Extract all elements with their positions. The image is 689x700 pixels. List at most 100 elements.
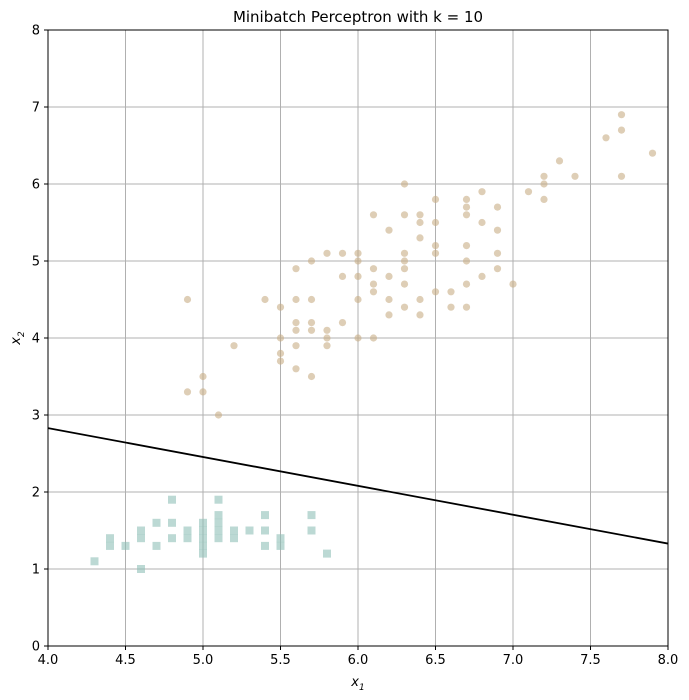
- class0-point: [276, 541, 285, 550]
- decision-boundary-line: [48, 427, 668, 545]
- class0-point: [307, 511, 316, 520]
- class1-point: [400, 280, 409, 288]
- class1-point: [416, 218, 424, 227]
- class0-point: [137, 565, 145, 573]
- class1-point: [431, 249, 440, 257]
- class1-point: [369, 288, 378, 296]
- y-axis-label: x2: [9, 331, 27, 346]
- chart-title: Minibatch Perceptron with k = 10: [233, 8, 483, 26]
- class1-point: [338, 249, 347, 257]
- class1-point: [416, 211, 424, 219]
- class1-point: [369, 265, 378, 273]
- class1-point: [478, 218, 486, 227]
- class0-point: [106, 534, 114, 543]
- class1-point: [400, 257, 409, 265]
- class0-point: [199, 549, 207, 558]
- class1-point: [555, 157, 564, 165]
- data-points: [90, 111, 657, 573]
- class1-point: [540, 195, 548, 203]
- class1-point: [416, 311, 424, 319]
- class1-point: [385, 311, 393, 319]
- class1-point: [307, 372, 316, 381]
- y-tick-label: 3: [32, 409, 40, 424]
- class1-point: [261, 295, 269, 304]
- y-tick-label: 5: [32, 255, 40, 270]
- class0-point: [323, 549, 331, 558]
- class0-point: [230, 534, 238, 543]
- class1-point: [369, 211, 378, 219]
- class1-point: [214, 411, 223, 419]
- class1-point: [230, 342, 238, 350]
- class1-point: [276, 334, 285, 342]
- class1-point: [400, 303, 409, 311]
- class0-point: [183, 534, 192, 543]
- y-tick-label: 7: [32, 101, 40, 116]
- class1-point: [493, 265, 502, 273]
- class1-point: [323, 326, 331, 334]
- class0-point: [199, 534, 207, 543]
- x-tick-label: 5.5: [270, 653, 291, 668]
- x-tick-label: 4.5: [115, 653, 136, 668]
- class1-point: [462, 242, 471, 250]
- class1-point: [276, 349, 285, 357]
- class1-point: [462, 195, 471, 203]
- x-tick-label: 7.5: [580, 653, 601, 668]
- class0-point: [245, 526, 254, 535]
- class0-point: [230, 526, 238, 535]
- x-tick-label: 8.0: [658, 653, 679, 668]
- class1-point: [199, 388, 207, 396]
- class1-point: [617, 126, 626, 134]
- class0-point: [261, 541, 269, 550]
- class1-point: [354, 295, 362, 304]
- class1-point: [183, 388, 192, 396]
- class1-point: [292, 326, 300, 334]
- class0-point: [152, 541, 161, 550]
- x-tick-label: 4.0: [38, 653, 59, 668]
- class1-point: [524, 188, 533, 196]
- class1-point: [354, 257, 362, 265]
- class1-point: [493, 203, 502, 211]
- class1-point: [602, 134, 610, 142]
- class0-point: [199, 518, 207, 527]
- class1-point: [540, 180, 548, 188]
- class0-point: [90, 557, 99, 566]
- y-tick-label: 2: [32, 486, 40, 501]
- class1-point: [323, 342, 331, 350]
- class1-point: [354, 334, 362, 342]
- class1-point: [617, 172, 626, 180]
- class0-point: [137, 526, 145, 535]
- class1-point: [462, 211, 471, 219]
- class1-point: [183, 295, 192, 304]
- class0-point: [152, 518, 161, 527]
- class1-point: [493, 226, 502, 234]
- class1-point: [416, 295, 424, 304]
- class1-point: [617, 111, 626, 119]
- class1-point: [416, 234, 424, 242]
- class1-point: [447, 288, 455, 296]
- class1-point: [307, 257, 316, 265]
- class1-point: [385, 272, 393, 280]
- class0-point: [276, 534, 285, 543]
- class0-point: [106, 541, 114, 550]
- y-tick-label: 8: [32, 24, 40, 39]
- class1-point: [323, 334, 331, 342]
- class1-point: [431, 288, 440, 296]
- x-axis-label: x1: [350, 675, 364, 693]
- class0-point: [261, 511, 269, 520]
- class1-point: [462, 303, 471, 311]
- class1-point: [648, 149, 657, 157]
- class0-point: [168, 518, 176, 527]
- y-tick-label: 0: [32, 640, 40, 655]
- class1-point: [307, 295, 316, 304]
- class0-point: [183, 526, 192, 535]
- class0-point: [168, 495, 176, 504]
- class0-point: [121, 541, 130, 550]
- class1-point: [509, 280, 517, 288]
- class1-point: [447, 303, 455, 311]
- class0-point: [199, 526, 207, 535]
- class0-point: [168, 534, 176, 543]
- class1-point: [462, 280, 471, 288]
- class1-point: [276, 303, 285, 311]
- class1-point: [385, 226, 393, 234]
- class1-point: [369, 280, 378, 288]
